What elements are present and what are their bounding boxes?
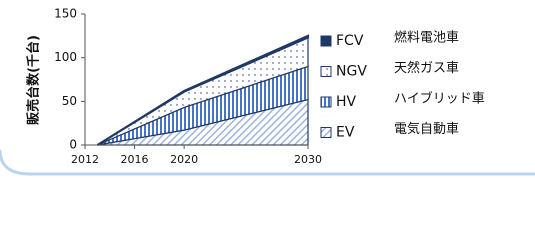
y-tick-label: 50 bbox=[62, 94, 77, 108]
chart: 販売台数(千台) 0 50 100 150 2012 2016 2020 2030 FCV 燃料電… bbox=[0, 7, 535, 176]
x-tick-label: 2016 bbox=[121, 153, 149, 166]
legend-description: 天然ガス車 bbox=[394, 60, 459, 76]
legend-swatch bbox=[320, 96, 332, 108]
x-tick-label: 2012 bbox=[71, 153, 99, 166]
legend-description: ハイブリッド車 bbox=[394, 91, 485, 107]
area bbox=[96, 34, 309, 146]
y-tick-label: 0 bbox=[69, 138, 77, 152]
x-tick-label: 2020 bbox=[170, 153, 198, 166]
y-tick-label: 150 bbox=[54, 7, 77, 21]
x-tick-label: 2030 bbox=[294, 153, 322, 166]
frame bbox=[0, 149, 535, 176]
legend-swatch bbox=[320, 127, 332, 138]
y-axis-label: 販売台数(千台) bbox=[26, 35, 42, 125]
legend-label: EV bbox=[336, 125, 355, 141]
legend-label: NGV bbox=[336, 64, 367, 80]
legend-label: FCV bbox=[336, 33, 364, 49]
legend-swatch bbox=[320, 66, 332, 77]
legend-swatch bbox=[320, 35, 332, 47]
legend-description: 電気自動車 bbox=[394, 121, 459, 137]
legend-label: HV bbox=[336, 94, 357, 110]
y-tick-label: 100 bbox=[54, 50, 77, 64]
legend-description: 燃料電池車 bbox=[394, 30, 459, 46]
